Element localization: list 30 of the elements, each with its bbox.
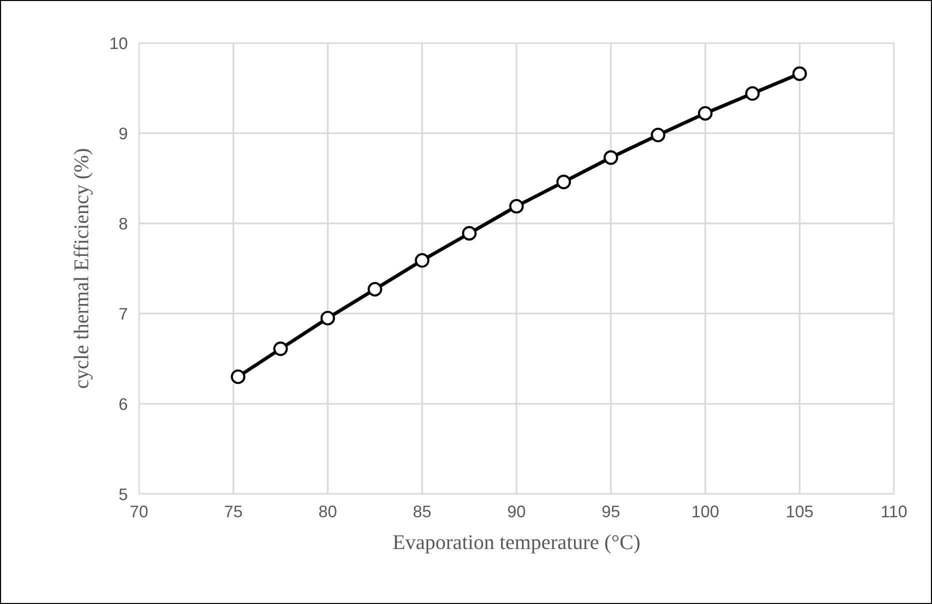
point: [792, 66, 807, 81]
x-tick-label: 85: [414, 506, 431, 518]
x-tick-label: 90: [508, 506, 526, 518]
y-tick-label: 6: [119, 398, 128, 410]
y-tick-label: 8: [119, 218, 128, 230]
y-axis-title: cycle thermal Efficiency (%): [74, 149, 93, 388]
x-tick-label: 110: [882, 506, 907, 518]
point: [368, 282, 382, 297]
point: [604, 150, 618, 165]
point: [320, 310, 336, 326]
x-tick-label: 75: [224, 506, 242, 518]
point: [273, 341, 288, 356]
x-tick-label: 70: [130, 506, 148, 518]
point: [462, 226, 477, 241]
x-axis-title: Evaporation temperature (°C): [393, 534, 640, 554]
point: [650, 128, 666, 142]
x-tick-label: 95: [602, 506, 620, 518]
x-tick-label: 105: [786, 506, 813, 518]
point: [556, 174, 571, 190]
point: [414, 253, 430, 268]
point: [230, 369, 246, 384]
x-tick-label: 80: [319, 506, 336, 518]
y-tick-label: 5: [119, 488, 128, 500]
point: [509, 198, 524, 214]
y-tick-label: 7: [119, 308, 128, 320]
point: [698, 106, 713, 121]
point: [745, 86, 760, 101]
y-tick-label: 9: [119, 128, 128, 140]
x-tick-label: 100: [692, 506, 719, 518]
y-tick-label: 10: [110, 37, 128, 50]
